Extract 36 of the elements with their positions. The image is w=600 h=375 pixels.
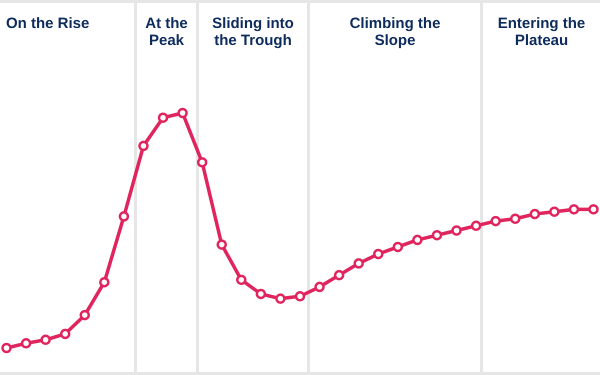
point (470, 220, 482, 232)
point (334, 270, 344, 280)
point (80, 310, 90, 320)
point (353, 258, 364, 269)
text: Entering the Plateau (496, 15, 586, 49)
text: At the Peak (144, 15, 189, 49)
point (510, 214, 520, 224)
point (118, 211, 130, 222)
point (490, 216, 501, 226)
point (216, 239, 227, 250)
point (568, 204, 580, 215)
point (60, 328, 70, 340)
point (158, 112, 168, 123)
point (432, 230, 442, 240)
point (314, 282, 325, 292)
point (392, 242, 404, 252)
point (275, 293, 286, 304)
point (1, 342, 12, 354)
point (294, 291, 306, 302)
text: Sliding into the Trough (211, 15, 295, 49)
point (138, 140, 149, 152)
point (99, 276, 110, 288)
point (40, 334, 51, 346)
text: Climbing the Slope (348, 15, 442, 49)
point (451, 225, 462, 236)
point (177, 108, 188, 118)
point (236, 274, 247, 286)
point (373, 248, 384, 260)
point (549, 206, 560, 217)
point (20, 338, 32, 349)
text: On the Rise (6, 15, 90, 32)
point (412, 234, 423, 246)
point (196, 157, 208, 168)
point (256, 288, 266, 300)
point (588, 204, 599, 215)
point (530, 208, 540, 220)
